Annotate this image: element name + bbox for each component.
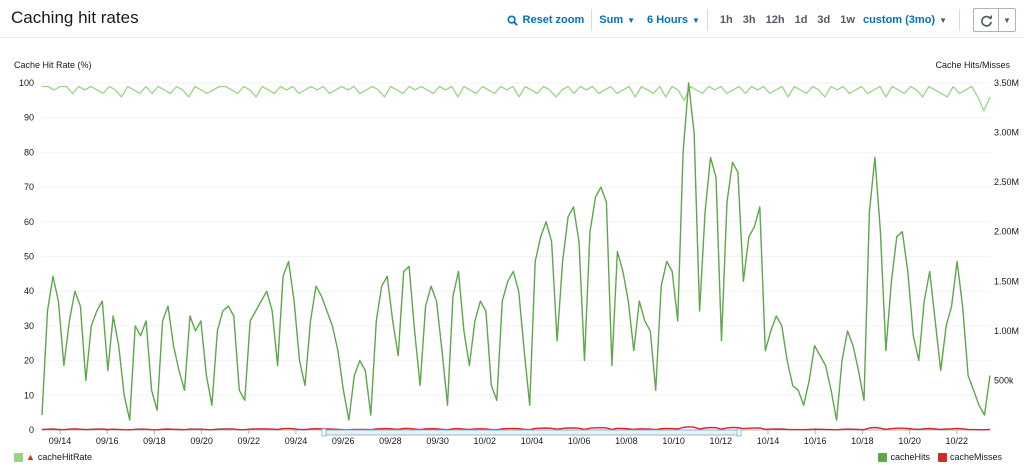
x-tick-label: 10/08 bbox=[615, 436, 638, 446]
left-tick-label: 0 bbox=[29, 425, 34, 435]
legend-swatch bbox=[14, 452, 23, 462]
left-tick-label: 20 bbox=[24, 356, 34, 366]
x-tick-label: 10/22 bbox=[946, 436, 969, 446]
x-tick-label: 09/30 bbox=[426, 436, 449, 446]
x-tick-label: 10/12 bbox=[710, 436, 733, 446]
custom-range-dropdown[interactable]: custom (3mo) ▼ bbox=[860, 14, 952, 26]
left-tick-label: 30 bbox=[24, 321, 34, 331]
series-line-cachehits bbox=[41, 82, 991, 421]
legend-label-cache-hit-rate[interactable]: cacheHitRate bbox=[37, 452, 92, 462]
x-axis-ticks: 09/14 09/16 09/18 09/20 09/22 09/24 09/26 09/28… bbox=[49, 430, 968, 446]
right-axis-ticks: 500k 1.00M 1.50M 2.00M 2.50M 3.00M 3.50M bbox=[994, 78, 1019, 385]
chart-grid bbox=[42, 82, 990, 431]
chevron-down-icon: ▼ bbox=[627, 15, 636, 25]
refresh-button-group: ▼ bbox=[973, 8, 1016, 32]
chevron-down-icon: ▼ bbox=[692, 15, 700, 25]
warning-icon: ▲ bbox=[26, 452, 35, 462]
caret-down-icon: ▼ bbox=[939, 15, 947, 25]
caret-down-icon: ▼ bbox=[1003, 15, 1011, 25]
x-tick-label: 09/20 bbox=[190, 436, 213, 446]
range-1d[interactable]: 1d bbox=[794, 14, 808, 26]
x-tick-label: 09/16 bbox=[96, 436, 119, 446]
reset-zoom-button[interactable]: Reset zoom bbox=[506, 14, 585, 26]
right-tick-label: 2.50M bbox=[994, 177, 1019, 187]
x-tick-label: 10/04 bbox=[521, 436, 544, 446]
toolbar-divider bbox=[706, 9, 708, 31]
refresh-options-button[interactable]: ▼ bbox=[998, 9, 1015, 31]
chart-series bbox=[41, 82, 991, 431]
x-tick-label: 10/14 bbox=[757, 436, 780, 446]
right-axis-title: Cache Hits/Misses bbox=[935, 60, 1010, 70]
series-line-cachemisses bbox=[41, 426, 991, 431]
right-tick-label: 500k bbox=[994, 375, 1014, 385]
x-tick-label: 10/02 bbox=[474, 436, 497, 446]
left-tick-label: 40 bbox=[24, 286, 34, 296]
right-tick-label: 1.00M bbox=[994, 326, 1019, 336]
x-tick-label: 09/28 bbox=[379, 436, 402, 446]
x-tick-label: 09/22 bbox=[238, 436, 261, 446]
x-tick-label: 10/18 bbox=[851, 436, 874, 446]
search-icon bbox=[506, 14, 518, 26]
x-tick-label: 10/06 bbox=[568, 436, 591, 446]
legend-label-cache-hits: cacheHits bbox=[890, 452, 930, 462]
right-tick-label: 1.50M bbox=[994, 276, 1019, 286]
right-tick-label: 3.00M bbox=[994, 128, 1019, 138]
zoom-brush-range bbox=[323, 429, 740, 436]
x-tick-label: 10/16 bbox=[804, 436, 827, 446]
refresh-icon bbox=[980, 14, 992, 27]
range-3h[interactable]: 3h bbox=[742, 14, 756, 26]
legend-item-cache-hits[interactable]: cacheHits bbox=[878, 452, 930, 462]
left-tick-label: 90 bbox=[24, 113, 34, 123]
range-12h[interactable]: 12h bbox=[765, 14, 785, 26]
legend-swatch bbox=[878, 452, 888, 462]
left-axis-title: Cache Hit Rate (%) bbox=[14, 60, 92, 70]
reset-zoom-label: Reset zoom bbox=[522, 14, 585, 26]
period-dropdown[interactable]: 6 Hours ▼ bbox=[647, 14, 700, 26]
left-tick-label: 10 bbox=[24, 390, 34, 400]
left-tick-label: 100 bbox=[19, 78, 34, 88]
right-tick-label: 3.50M bbox=[994, 78, 1019, 88]
right-tick-label: 2.00M bbox=[994, 227, 1019, 237]
range-1w[interactable]: 1w bbox=[840, 14, 855, 26]
left-tick-label: 70 bbox=[24, 182, 34, 192]
zoom-brush-handle-right bbox=[736, 428, 742, 437]
x-tick-label: 09/14 bbox=[49, 436, 72, 446]
x-tick-label: 09/24 bbox=[285, 436, 308, 446]
toolbar-divider bbox=[591, 9, 593, 31]
statistic-label: Sum bbox=[599, 14, 624, 26]
range-1h[interactable]: 1h bbox=[719, 14, 733, 26]
refresh-button[interactable] bbox=[974, 9, 998, 31]
custom-range-label: custom (3mo) bbox=[862, 14, 936, 26]
legend-item-cache-misses[interactable]: cacheMisses bbox=[937, 452, 1002, 462]
period-label: 6 Hours bbox=[647, 14, 688, 26]
x-tick-label: 10/20 bbox=[898, 436, 921, 446]
x-tick-label: 09/18 bbox=[143, 436, 166, 446]
x-tick-label: 09/26 bbox=[332, 436, 355, 446]
widget-header: Caching hit rates Reset zoom Sum ▼ 6 Hou… bbox=[0, 0, 1024, 38]
zoom-brush-handle-left bbox=[321, 428, 327, 437]
toolbar: Reset zoom Sum ▼ 6 Hours ▼ 1h 3h 12h 1d … bbox=[506, 8, 1016, 32]
legend-right: cacheHits cacheMisses bbox=[870, 452, 1002, 462]
x-tick-label: 10/10 bbox=[662, 436, 685, 446]
range-3d[interactable]: 3d bbox=[817, 14, 831, 26]
left-tick-label: 60 bbox=[24, 217, 34, 227]
legend-label-cache-misses: cacheMisses bbox=[949, 452, 1002, 462]
legend-left: ▲ cacheHitRate bbox=[14, 452, 92, 462]
left-tick-label: 50 bbox=[24, 252, 34, 262]
toolbar-divider bbox=[959, 9, 960, 31]
widget-title: Caching hit rates bbox=[11, 8, 139, 27]
legend-swatch bbox=[937, 452, 947, 462]
zoom-brush[interactable] bbox=[321, 428, 742, 437]
left-tick-label: 80 bbox=[24, 147, 34, 157]
statistic-dropdown[interactable]: Sum ▼ bbox=[599, 14, 635, 26]
series-line-cachehitrate bbox=[42, 85, 991, 112]
left-axis-ticks: 0 10 20 30 40 50 60 70 80 90 100 bbox=[19, 78, 34, 435]
